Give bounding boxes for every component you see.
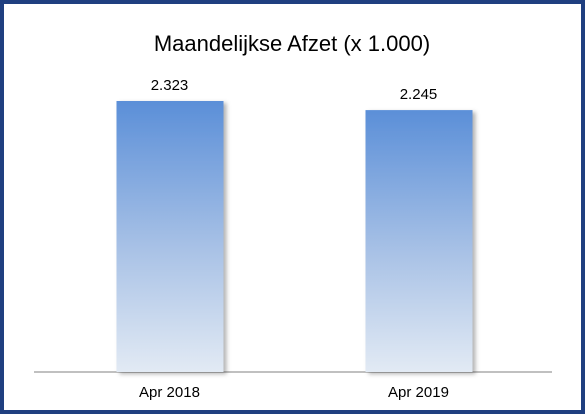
chart-title: Maandelijkse Afzet (x 1.000) bbox=[154, 31, 430, 56]
data-label: 2.245 bbox=[400, 86, 438, 103]
data-label: 2.323 bbox=[151, 77, 189, 94]
x-tick-label: Apr 2018 bbox=[139, 384, 200, 401]
x-tick-label: Apr 2019 bbox=[388, 384, 449, 401]
bar bbox=[116, 101, 224, 372]
bar bbox=[365, 110, 473, 373]
